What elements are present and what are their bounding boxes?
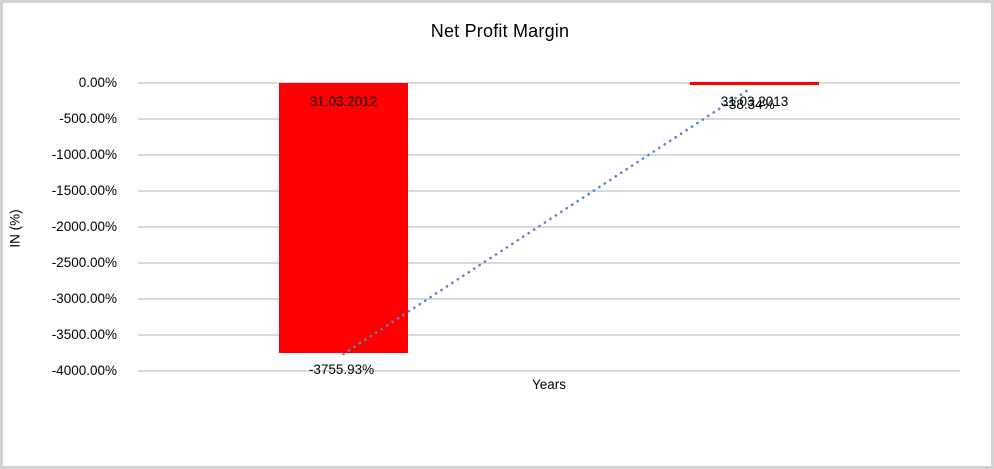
gridline	[138, 190, 960, 192]
bar-value-label: -38.34%	[724, 97, 775, 112]
bar-category-label: 31.03.2013	[720, 94, 789, 109]
trendline	[342, 86, 753, 356]
y-tick-label: -4000.00%	[51, 363, 117, 378]
chart-title: Net Profit Margin	[430, 21, 570, 41]
y-tick-label: -3000.00%	[51, 291, 117, 306]
y-tick-label: -500.00%	[59, 111, 117, 126]
gridline	[138, 226, 960, 228]
bar-value-label: -3755.93%	[308, 362, 375, 378]
bar-category-label: 31.03.2012	[309, 94, 378, 109]
y-tick-label: -2500.00%	[51, 255, 117, 270]
bar	[279, 83, 408, 354]
y-tick-label: 0.00%	[78, 75, 117, 90]
y-tick-label: -3500.00%	[51, 327, 117, 342]
y-tick-label: -2000.00%	[51, 219, 117, 234]
y-tick-label: -1000.00%	[51, 147, 117, 162]
gridline	[138, 298, 960, 300]
gridline	[138, 370, 960, 372]
gridline	[138, 82, 960, 84]
gridline	[138, 154, 960, 156]
bar	[690, 81, 819, 85]
gridline	[138, 334, 960, 336]
gridline	[138, 262, 960, 264]
y-tick-label: -1500.00%	[51, 183, 117, 198]
x-axis-title: Years	[531, 377, 567, 392]
gridline	[138, 118, 960, 120]
